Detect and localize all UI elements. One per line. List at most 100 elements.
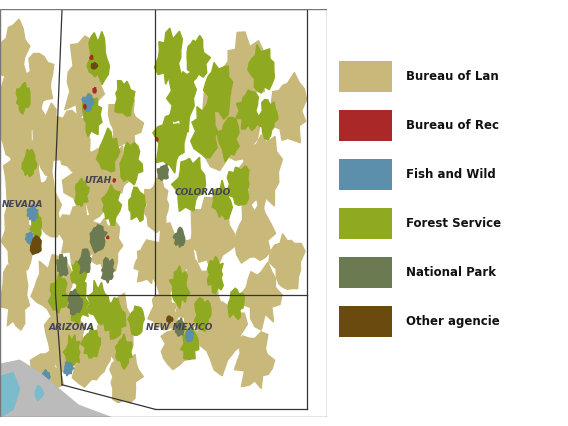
- Polygon shape: [271, 72, 307, 143]
- Polygon shape: [81, 325, 101, 358]
- Text: Bureau of Lan: Bureau of Lan: [406, 70, 499, 83]
- Polygon shape: [115, 81, 135, 116]
- Polygon shape: [1, 259, 30, 330]
- Text: Bureau of Rec: Bureau of Rec: [406, 119, 499, 132]
- Polygon shape: [57, 254, 68, 276]
- Polygon shape: [31, 236, 41, 254]
- Polygon shape: [52, 110, 90, 177]
- Polygon shape: [212, 180, 232, 219]
- FancyBboxPatch shape: [339, 110, 392, 141]
- Polygon shape: [78, 249, 91, 273]
- Polygon shape: [217, 118, 239, 162]
- Polygon shape: [120, 142, 143, 185]
- Polygon shape: [98, 293, 140, 364]
- Polygon shape: [236, 90, 259, 130]
- FancyBboxPatch shape: [339, 61, 392, 92]
- Polygon shape: [44, 298, 85, 372]
- Polygon shape: [191, 197, 236, 273]
- Polygon shape: [174, 260, 223, 333]
- Text: COLORADO: COLORADO: [174, 188, 231, 197]
- Polygon shape: [227, 166, 249, 205]
- Polygon shape: [82, 93, 102, 136]
- Polygon shape: [172, 157, 206, 211]
- Polygon shape: [194, 298, 211, 331]
- Polygon shape: [59, 200, 94, 266]
- Polygon shape: [62, 147, 118, 221]
- Polygon shape: [0, 372, 19, 417]
- Polygon shape: [173, 227, 185, 248]
- Polygon shape: [0, 19, 30, 97]
- Polygon shape: [16, 82, 30, 114]
- Polygon shape: [153, 115, 186, 173]
- Polygon shape: [128, 306, 144, 335]
- Text: UTAH: UTAH: [85, 176, 111, 185]
- Polygon shape: [222, 32, 270, 106]
- Polygon shape: [72, 331, 112, 387]
- Polygon shape: [107, 236, 109, 239]
- Polygon shape: [86, 218, 123, 275]
- Polygon shape: [166, 71, 197, 132]
- FancyBboxPatch shape: [339, 159, 392, 190]
- Polygon shape: [175, 318, 185, 336]
- Polygon shape: [35, 386, 44, 400]
- Polygon shape: [0, 360, 111, 417]
- Polygon shape: [75, 178, 89, 207]
- Polygon shape: [86, 280, 110, 325]
- Polygon shape: [102, 298, 126, 339]
- Polygon shape: [28, 103, 62, 176]
- FancyBboxPatch shape: [339, 208, 392, 239]
- Polygon shape: [167, 316, 173, 323]
- Polygon shape: [68, 289, 82, 315]
- Polygon shape: [0, 67, 37, 172]
- Polygon shape: [102, 184, 122, 225]
- Polygon shape: [82, 94, 94, 111]
- Polygon shape: [235, 332, 274, 389]
- Polygon shape: [27, 204, 38, 221]
- Polygon shape: [71, 261, 86, 286]
- Polygon shape: [161, 319, 201, 370]
- Polygon shape: [154, 28, 182, 87]
- Polygon shape: [90, 55, 93, 59]
- Polygon shape: [102, 258, 114, 283]
- Polygon shape: [148, 223, 195, 299]
- Polygon shape: [30, 213, 41, 239]
- Polygon shape: [64, 362, 74, 376]
- Polygon shape: [64, 335, 80, 367]
- Polygon shape: [41, 370, 50, 382]
- Polygon shape: [33, 389, 44, 406]
- Polygon shape: [67, 280, 89, 326]
- Polygon shape: [30, 350, 63, 397]
- Polygon shape: [186, 328, 194, 342]
- Polygon shape: [134, 239, 162, 284]
- Polygon shape: [236, 135, 282, 217]
- Polygon shape: [87, 32, 110, 85]
- Polygon shape: [91, 63, 98, 69]
- Polygon shape: [196, 302, 248, 376]
- Text: NEW MEXICO: NEW MEXICO: [147, 323, 213, 332]
- Polygon shape: [257, 100, 278, 140]
- FancyBboxPatch shape: [339, 257, 392, 288]
- Polygon shape: [26, 232, 34, 244]
- Polygon shape: [22, 149, 37, 177]
- Polygon shape: [169, 266, 190, 308]
- Polygon shape: [1, 196, 39, 283]
- Polygon shape: [65, 36, 108, 122]
- Polygon shape: [181, 327, 199, 360]
- Polygon shape: [148, 291, 177, 330]
- Polygon shape: [187, 35, 211, 82]
- Polygon shape: [269, 234, 305, 289]
- Polygon shape: [83, 104, 86, 109]
- Polygon shape: [115, 334, 132, 369]
- Polygon shape: [108, 94, 144, 149]
- Polygon shape: [31, 169, 61, 237]
- Polygon shape: [110, 350, 143, 403]
- Polygon shape: [156, 138, 158, 141]
- Polygon shape: [129, 187, 146, 222]
- Polygon shape: [191, 104, 218, 158]
- Polygon shape: [90, 225, 107, 253]
- Polygon shape: [31, 254, 73, 318]
- Polygon shape: [200, 77, 260, 170]
- Polygon shape: [235, 199, 275, 263]
- Polygon shape: [228, 288, 244, 320]
- Text: National Park: National Park: [406, 266, 496, 279]
